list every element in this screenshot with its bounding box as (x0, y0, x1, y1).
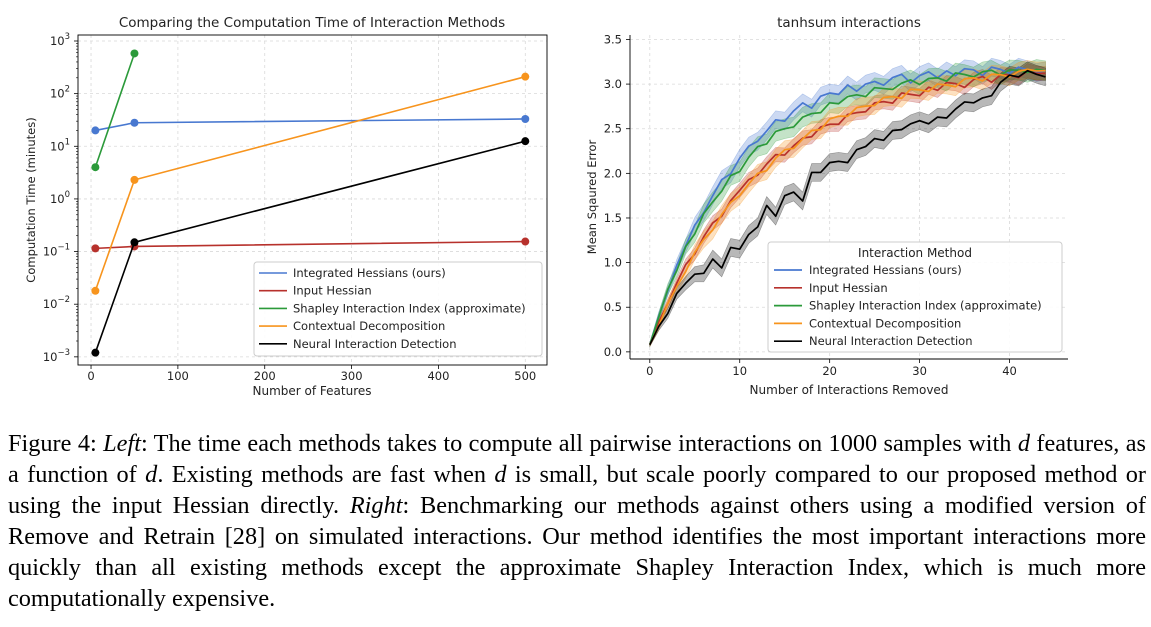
caption-text-4: is small, but scale poorly compared to o… (8, 461, 1147, 519)
left-line-input-hessian (95, 240, 526, 250)
left-line-integrated-hessians-ours (95, 118, 526, 132)
left-legend-label: Integrated Hessians (ours) (293, 266, 446, 280)
left-point-input-hessian (91, 244, 100, 253)
left-x-tick-label: 100 (167, 369, 189, 383)
right-band-integrated-hessians-ours (649, 57, 1046, 347)
right-y-tick-label: 1.5 (604, 211, 622, 225)
figure-caption: Figure 4: Left: The time each methods ta… (8, 428, 1146, 614)
left-x-ticks: 0 100 200 300 400 500 (87, 365, 536, 383)
right-legend: Interaction Method Integrated Hessians (… (767, 241, 1063, 353)
right-y-tick-label: 0.5 (604, 300, 622, 314)
right-y-tick-label: 3.0 (604, 77, 622, 91)
left-legend-label: Shapley Interaction Index (approximate) (293, 301, 526, 315)
left-point-contextual-decomposition (521, 72, 530, 81)
left-x-tick-label: 0 (87, 369, 94, 383)
right-line-neural-interaction-detection (649, 69, 1046, 346)
left-point-contextual-decomposition (130, 175, 139, 184)
right-legend-label: Shapley Interaction Index (approximate) (809, 299, 1042, 313)
right-legend-label: Integrated Hessians (ours) (809, 263, 962, 277)
right-line-contextual-decomposition (649, 68, 1046, 346)
right-y-axis-label: Mean Sqaured Error (585, 140, 599, 255)
caption-text-3: . Existing methods are fast when (157, 461, 495, 488)
left-point-neural-interaction-detection (91, 348, 100, 357)
left-point-integrated-hessians-ours (130, 118, 139, 127)
left-legend-label: Neural Interaction Detection (293, 337, 457, 351)
left-point-input-hessian (521, 237, 530, 246)
right-chart: tanhsum interactions 0 10 20 30 40 0.0 0.5 1.0… (585, 15, 1068, 397)
caption-label: Figure 4: (8, 430, 97, 457)
left-y-tick-label: 100 (50, 190, 70, 206)
left-chart-title: Comparing the Computation Time of Intera… (119, 15, 505, 31)
caption-left: Left (103, 430, 141, 457)
left-line-shapley-interaction-index-approximate (94, 53, 136, 168)
right-legend-items: Integrated Hessians (ours) Input Hessian S… (774, 263, 1042, 348)
right-y-ticks: 0.0 0.5 1.0 1.5 2.0 2.5 3.0 3.5 (604, 32, 630, 359)
right-band-shapley-interaction-index-approximate (649, 59, 1046, 347)
left-legend-items: Integrated Hessians (ours) Input Hessian S… (259, 266, 526, 351)
left-y-tick-label: 10−3 (43, 348, 70, 364)
right-legend-label: Input Hessian (809, 281, 888, 295)
left-x-tick-label: 500 (514, 369, 536, 383)
left-y-tick-label: 10−2 (43, 295, 70, 311)
caption-var-d2: d (145, 461, 158, 488)
left-legend-label: Input Hessian (293, 284, 372, 298)
right-band-neural-interaction-detection (649, 61, 1046, 348)
left-x-tick-label: 300 (341, 369, 363, 383)
right-x-tick-label: 40 (1002, 364, 1017, 378)
caption-text-2: features, as a function of (8, 430, 1146, 488)
left-y-axis-label: Computation Time (minutes) (24, 117, 38, 282)
left-y-tick-label: 103 (50, 32, 70, 48)
left-legend: Integrated Hessians (ours) Input Hessian S… (253, 261, 543, 357)
right-line-input-hessian (648, 69, 1046, 346)
left-series (91, 49, 530, 357)
left-line-contextual-decomposition (94, 75, 526, 292)
right-y-tick-label: 2.5 (604, 122, 622, 136)
left-point-contextual-decomposition (91, 286, 100, 295)
right-legend-label: Neural Interaction Detection (809, 334, 973, 348)
right-y-tick-label: 1.0 (604, 256, 622, 270)
left-point-neural-interaction-detection (130, 238, 139, 247)
right-legend-title: Interaction Method (858, 246, 972, 260)
left-plot-frame (77, 34, 548, 366)
left-x-axis-label: Number of Features (253, 384, 372, 398)
left-point-shapley-interaction-index-approximate (130, 49, 139, 58)
right-legend-frame (767, 241, 1063, 353)
left-y-tick-label: 101 (50, 137, 70, 153)
right-series (648, 66, 1046, 346)
right-legend-label: Contextual Decomposition (809, 316, 961, 330)
left-chart: Comparing the Computation Time of Intera… (24, 15, 548, 398)
right-y-tick-label: 3.5 (604, 32, 622, 46)
right-chart-title: tanhsum interactions (777, 15, 921, 31)
right-x-ticks: 0 10 20 30 40 (646, 359, 1017, 378)
left-y-tick-label: 102 (50, 85, 70, 101)
right-x-axis-label: Number of Interactions Removed (750, 383, 949, 397)
left-point-neural-interaction-detection (521, 137, 530, 146)
left-legend-frame (253, 261, 543, 357)
right-x-tick-label: 30 (912, 364, 927, 378)
left-y-ticks: 10−3 10−2 10−1 100 101 102 103 (43, 32, 78, 364)
left-point-shapley-interaction-index-approximate (91, 163, 100, 172)
left-gridlines (78, 35, 547, 365)
right-y-tick-label: 2.0 (604, 166, 622, 180)
right-y-tick-label: 0.0 (604, 345, 622, 359)
caption-text-5: : Benchmarking our methods against other… (8, 492, 1146, 612)
left-point-integrated-hessians-ours (521, 114, 530, 123)
right-line-shapley-interaction-index-approximate (648, 68, 1046, 345)
left-legend-label: Contextual Decomposition (293, 319, 445, 333)
left-y-tick-label: 10−1 (43, 243, 70, 259)
caption-right: Right (349, 492, 403, 519)
caption-text-1: : The time each methods takes to compute… (140, 430, 1018, 457)
right-x-tick-label: 10 (732, 364, 747, 378)
left-x-tick-label: 200 (254, 369, 276, 383)
right-x-tick-label: 20 (822, 364, 837, 378)
left-point-integrated-hessians-ours (91, 126, 100, 135)
caption-var-d1: d (1017, 430, 1030, 457)
left-x-tick-label: 400 (427, 369, 449, 383)
figure: Comparing the Computation Time of Intera… (24, 15, 1068, 398)
caption-var-d3: d (494, 461, 507, 488)
right-x-tick-label: 0 (646, 364, 653, 378)
